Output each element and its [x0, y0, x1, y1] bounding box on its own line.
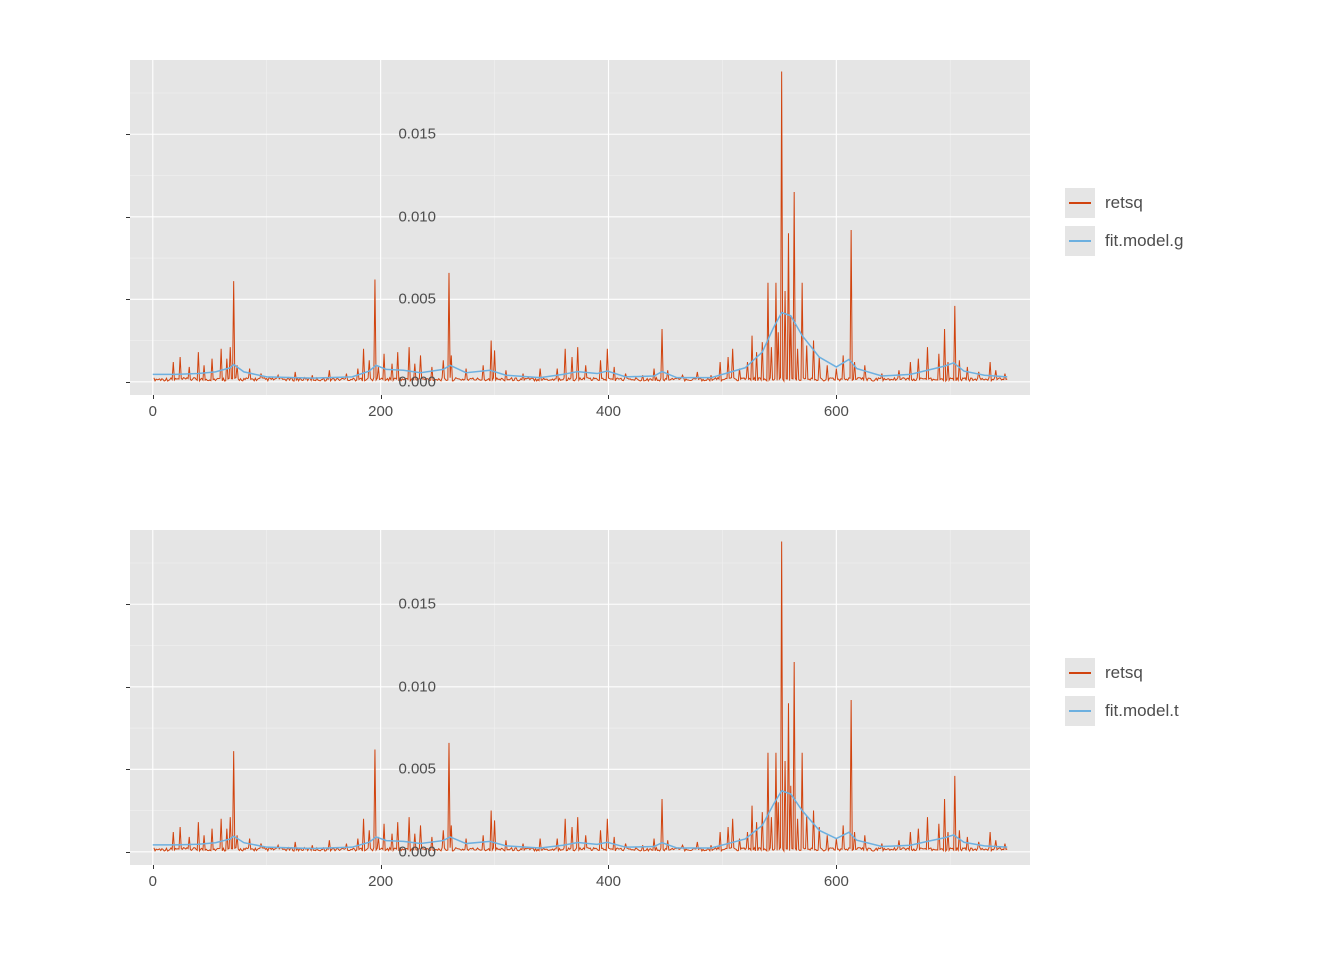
x-tick-mark [836, 865, 837, 869]
legend-key-fit-g [1065, 226, 1095, 256]
plot-area-top [130, 60, 1030, 395]
legend-item-fit-g: fit.model.g [1065, 226, 1315, 256]
legend-item-retsq: retsq [1065, 188, 1315, 218]
series-top [153, 72, 1007, 382]
legend-bottom: retsq fit.model.t [1065, 650, 1315, 734]
x-tick-label: 600 [816, 873, 856, 890]
chart-svg-bottom [130, 530, 1030, 865]
chart-svg-top [130, 60, 1030, 395]
x-tick-mark [608, 865, 609, 869]
x-tick-label: 200 [361, 873, 401, 890]
y-tick-label: 0.005 [376, 291, 436, 308]
y-tick-label: 0.015 [376, 126, 436, 143]
grid-top [130, 60, 1030, 395]
series-fit-line [153, 791, 1007, 849]
y-tick-mark [126, 134, 130, 135]
plot-area-bottom [130, 530, 1030, 865]
series-retsq-line [154, 542, 1007, 852]
x-tick-label: 400 [588, 403, 628, 420]
legend-label-fit-t: fit.model.t [1105, 701, 1179, 721]
legend-key-retsq-b [1065, 658, 1095, 688]
y-tick-mark [126, 604, 130, 605]
x-tick-label: 0 [133, 873, 173, 890]
y-tick-label: 0.005 [376, 761, 436, 778]
legend-label-fit-g: fit.model.g [1105, 231, 1183, 251]
y-tick-mark [126, 382, 130, 383]
legend-label-retsq-b: retsq [1105, 663, 1143, 683]
series-retsq-line [154, 72, 1007, 382]
legend-key-retsq [1065, 188, 1095, 218]
x-tick-label: 600 [816, 403, 856, 420]
legend-line-fit-g [1069, 240, 1091, 242]
y-tick-mark [126, 299, 130, 300]
legend-line-retsq [1069, 202, 1091, 204]
x-tick-mark [153, 395, 154, 399]
x-tick-mark [381, 865, 382, 869]
legend-line-retsq-b [1069, 672, 1091, 674]
x-tick-mark [836, 395, 837, 399]
y-tick-label: 0.010 [376, 208, 436, 225]
y-tick-label: 0.015 [376, 596, 436, 613]
panel-bottom: retsq fit.model.t 0.000 0.005 0.010 0.015 0 2… [0, 510, 1344, 930]
panel-top: retsq fit.model.g 0.000 0.005 0.010 0.015 0 2… [0, 40, 1344, 460]
x-tick-mark [153, 865, 154, 869]
y-tick-label: 0.000 [376, 373, 436, 390]
legend-item-retsq-b: retsq [1065, 658, 1315, 688]
x-tick-label: 200 [361, 403, 401, 420]
legend-top: retsq fit.model.g [1065, 180, 1315, 264]
legend-key-fit-t [1065, 696, 1095, 726]
figure-container: retsq fit.model.g 0.000 0.005 0.010 0.015 0 2… [0, 0, 1344, 960]
y-tick-mark [126, 687, 130, 688]
legend-item-fit-t: fit.model.t [1065, 696, 1315, 726]
y-tick-mark [126, 852, 130, 853]
y-tick-label: 0.000 [376, 843, 436, 860]
x-tick-mark [381, 395, 382, 399]
x-tick-mark [608, 395, 609, 399]
legend-label-retsq: retsq [1105, 193, 1143, 213]
legend-line-fit-t [1069, 710, 1091, 712]
grid-bottom [130, 530, 1030, 865]
y-tick-mark [126, 217, 130, 218]
series-fit-line [153, 312, 1007, 378]
series-bottom [153, 542, 1007, 852]
y-tick-mark [126, 769, 130, 770]
x-tick-label: 400 [588, 873, 628, 890]
x-tick-label: 0 [133, 403, 173, 420]
y-tick-label: 0.010 [376, 678, 436, 695]
